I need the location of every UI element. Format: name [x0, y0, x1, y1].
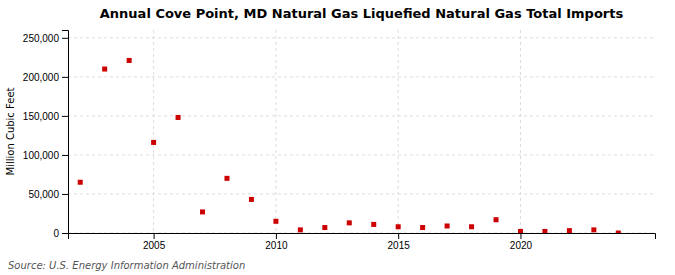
y-tick-label: 150,000	[23, 111, 60, 122]
y-tick: 200,000	[23, 72, 68, 83]
point	[298, 227, 303, 232]
grid-line-y	[68, 37, 655, 38]
grid-line-y	[68, 115, 655, 116]
plot: 2005 2010 2015 2020 0 50,000 100,000 150,000 200…	[23, 30, 656, 251]
y-axis: 0 50,000 100,000 150,000 200,000 250,000	[23, 31, 69, 239]
x-tick-mark	[398, 233, 399, 239]
x-axis: 2005 2010 2015 2020	[69, 233, 656, 251]
y-tick-label: 250,000	[23, 33, 60, 44]
y-tick-label: 0	[53, 228, 59, 239]
annotation: Source: U.S. Energy Information Administ…	[8, 260, 245, 271]
grid-line-y	[68, 154, 655, 155]
point	[494, 217, 499, 222]
y-tick-label: 100,000	[23, 150, 60, 161]
x-tick: 2005	[143, 233, 166, 251]
x-tick: 2020	[510, 233, 533, 251]
point	[420, 225, 425, 230]
point	[616, 231, 621, 234]
point	[347, 220, 352, 225]
point	[322, 225, 327, 230]
y-tick-mark	[62, 194, 68, 195]
y-label: Million Cubic Feet	[5, 87, 16, 175]
x-tick-label: 2005	[143, 240, 166, 251]
point	[102, 67, 107, 72]
point	[518, 229, 523, 233]
point	[273, 219, 278, 224]
y-tick-mark	[62, 77, 68, 78]
grid-line-x	[153, 30, 154, 233]
y-tick: 0	[53, 228, 68, 239]
grid-line-x	[398, 30, 399, 233]
x-tick-mark	[520, 233, 521, 239]
grid-line-y	[68, 76, 655, 77]
point	[396, 224, 401, 229]
point	[200, 209, 205, 214]
point	[78, 180, 83, 185]
y-axis-line	[62, 31, 69, 234]
x-tick: 2010	[265, 233, 288, 251]
point	[176, 115, 181, 120]
y-tick: 50,000	[28, 189, 68, 200]
y-tick: 150,000	[23, 111, 68, 122]
y-tick-mark	[62, 155, 68, 156]
y-tick-mark	[62, 233, 68, 234]
x-tick-mark	[154, 233, 155, 239]
x-tick-label: 2015	[388, 240, 411, 251]
grid-line-x	[275, 30, 276, 233]
point	[249, 197, 254, 202]
grid	[68, 30, 655, 233]
point	[591, 227, 596, 232]
point	[542, 229, 547, 233]
y-tick-mark	[62, 116, 68, 117]
grid-line-y	[68, 193, 655, 194]
points	[78, 58, 621, 233]
x-tick-mark	[276, 233, 277, 239]
y-tick-label: 50,000	[28, 189, 59, 200]
point	[567, 228, 572, 233]
y-tick-label: 200,000	[23, 72, 60, 83]
x-tick-label: 2010	[265, 240, 288, 251]
y-tick-mark	[62, 38, 68, 39]
y-tick: 250,000	[23, 33, 68, 44]
x-tick-label: 2020	[510, 240, 533, 251]
point	[445, 223, 450, 228]
grid-line-x	[520, 30, 521, 233]
point	[371, 222, 376, 227]
point	[224, 176, 229, 181]
point	[127, 58, 132, 63]
title: Annual Cove Point, MD Natural Gas Liquef…	[100, 6, 624, 21]
point	[469, 224, 474, 229]
point	[151, 140, 156, 145]
chart: 2005 2010 2015 2020 0 50,000 100,000 150,000 200…	[0, 0, 675, 275]
x-tick: 2015	[388, 233, 411, 251]
x-axis-line	[69, 234, 656, 240]
y-tick: 100,000	[23, 150, 68, 161]
